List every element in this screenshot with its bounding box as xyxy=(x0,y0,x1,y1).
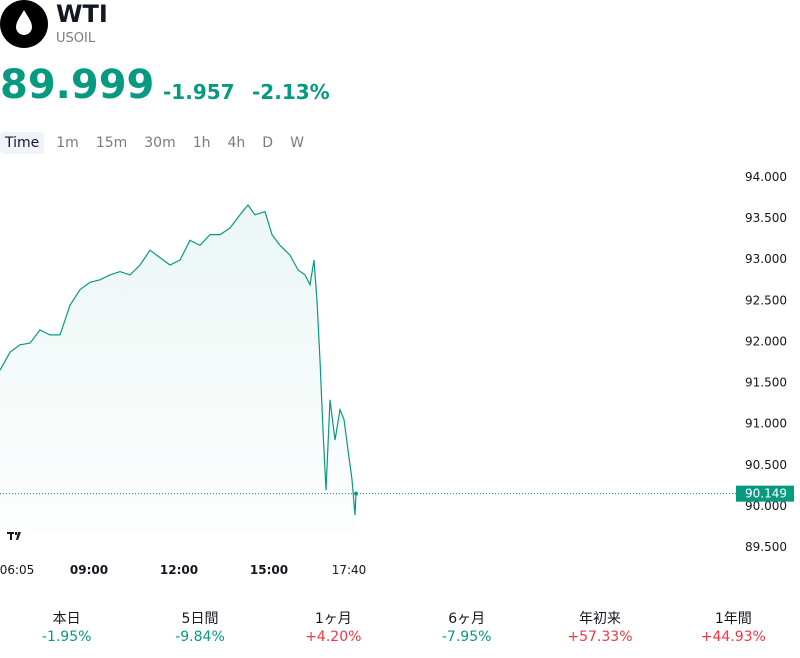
timeframe-button[interactable]: 1m xyxy=(56,135,79,151)
y-tick-label: 90.500 xyxy=(745,458,787,472)
timeframe-button[interactable]: 1h xyxy=(192,135,211,151)
timeframe-button[interactable]: 15m xyxy=(95,135,128,151)
timeframe-button[interactable]: D xyxy=(262,135,274,151)
symbol-subtitle: USOIL xyxy=(56,31,96,46)
y-tick-label: 90.000 xyxy=(745,499,787,513)
y-tick-label: 91.000 xyxy=(745,417,787,431)
x-tick-label: 17:40 xyxy=(332,563,367,577)
y-tick-label: 91.500 xyxy=(745,376,787,390)
performance-value: -1.95% xyxy=(41,629,92,645)
performance-label: 1ヶ月 xyxy=(314,611,352,627)
performance-value: -7.95% xyxy=(441,629,492,645)
performance-label: 6ヶ月 xyxy=(448,611,486,627)
performance-cell: 本日 -1.95% xyxy=(0,610,133,646)
performance-cell: 年初来 +57.33% xyxy=(533,610,666,646)
price-change-percent: -2.13% xyxy=(252,80,330,104)
performance-label: 本日 xyxy=(52,611,81,627)
x-tick-label: 06:05 xyxy=(0,563,34,577)
price-line xyxy=(0,204,357,516)
x-tick-label: 09:00 xyxy=(70,563,108,577)
y-tick-label: 92.500 xyxy=(745,293,787,307)
timeframe-button[interactable]: Time xyxy=(0,132,45,154)
last-point xyxy=(354,491,358,496)
price-change: -1.957 xyxy=(163,80,235,104)
y-tick-label: 89.500 xyxy=(745,540,787,554)
y-tick-label: 93.000 xyxy=(745,252,787,266)
last-price-box xyxy=(736,485,794,502)
x-tick-label: 15:00 xyxy=(250,563,288,577)
performance-cell: 1ヶ月 +4.20% xyxy=(267,610,400,646)
performance-cell: 1年間 +44.93% xyxy=(667,610,800,646)
performance-value: +44.93% xyxy=(700,629,766,645)
performance-cell: 6ヶ月 -7.95% xyxy=(400,610,533,646)
timeframe-button[interactable]: W xyxy=(290,135,304,151)
performance-label: 1年間 xyxy=(714,611,752,627)
timeframe-button[interactable]: 30m xyxy=(144,135,176,151)
performance-label: 年初来 xyxy=(578,611,621,627)
timeframe-button[interactable]: 4h xyxy=(227,135,246,151)
performance-cell: 5日間 -9.84% xyxy=(133,610,266,646)
x-tick-label: 12:00 xyxy=(160,563,198,577)
performance-value: +57.33% xyxy=(567,629,633,645)
performance-bar: 本日 -1.95% 5日間 -9.84% 1ヶ月 +4.20% 6ヶ月 -7.95% 年初来 +5… xyxy=(0,610,800,646)
symbol-icon xyxy=(0,0,48,48)
line-area xyxy=(0,205,356,530)
y-tick-label: 93.500 xyxy=(745,211,787,225)
chart: 89.500 90.000 90.500 91.000 91.500 92.000 92.5… xyxy=(0,170,794,577)
last-price-label: 90.149 xyxy=(745,487,787,501)
timeframe-bar: Time 1m 15m 30m 1h 4h D W xyxy=(0,132,316,154)
price: 89.999 xyxy=(0,62,155,108)
performance-label: 5日間 xyxy=(181,611,219,627)
y-tick-label: 92.000 xyxy=(745,334,787,348)
performance-value: +4.20% xyxy=(305,629,362,645)
performance-value: -9.84% xyxy=(175,629,225,645)
symbol-title: WTI xyxy=(56,0,108,28)
y-tick-label: 94.000 xyxy=(745,170,787,184)
